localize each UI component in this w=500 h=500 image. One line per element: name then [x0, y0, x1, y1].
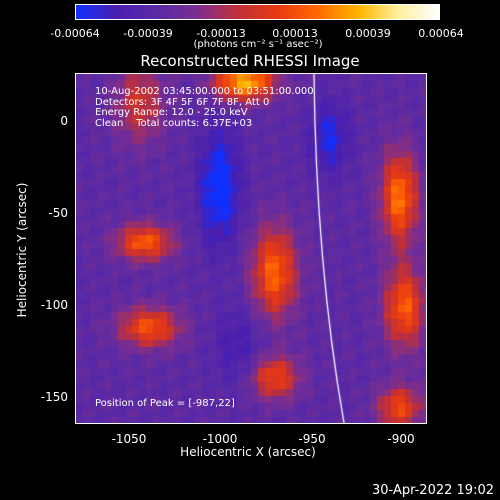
info-detectors: Detectors: 3F 4F 5F 6F 7F 8F, Att 0	[95, 96, 270, 108]
y-axis-label: Heliocentric Y (arcsec)	[15, 182, 29, 318]
y-tick-label: -150	[40, 390, 68, 404]
colorbar-tick: -0.00064	[50, 27, 100, 40]
rhessi-image[interactable]	[75, 73, 427, 424]
colorbar-tick: 0.00013	[272, 27, 318, 40]
colorbar-tick: -0.00039	[123, 27, 173, 40]
info-block: 10-Aug-2002 03:45:00.000 to 03:51:00.000…	[95, 86, 314, 129]
plot-title: Reconstructed RHESSI Image	[140, 52, 360, 70]
x-tick-label: -1000	[202, 432, 238, 446]
info-energy: Energy Range: 12.0 - 25.0 keV	[95, 107, 248, 118]
info-method: Clean Total counts: 6.37E+03	[95, 117, 253, 129]
colorbar-tick: 0.00039	[345, 27, 391, 40]
info-time: 10-Aug-2002 03:45:00.000 to 03:51:00.000	[95, 86, 314, 97]
x-tick-label: -950	[298, 432, 326, 446]
y-tick-label: 0	[60, 114, 68, 128]
x-axis-label: Heliocentric X (arcsec)	[180, 445, 316, 459]
y-tick-label: -50	[48, 206, 68, 220]
colorbar	[75, 4, 440, 20]
colorbar-tick: 0.00064	[418, 27, 464, 40]
timestamp: 30-Apr-2022 19:02	[372, 483, 494, 498]
y-tick-label: -100	[40, 298, 68, 312]
colorbar-units: (photons cm⁻² s⁻¹ asec⁻²)	[193, 39, 323, 50]
x-tick-label: -1050	[111, 432, 147, 446]
colorbar-tick: -0.00013	[196, 27, 246, 40]
peak-position: Position of Peak = [-987,22]	[95, 398, 235, 409]
image-canvas	[76, 74, 426, 423]
x-tick-label: -900	[387, 432, 415, 446]
